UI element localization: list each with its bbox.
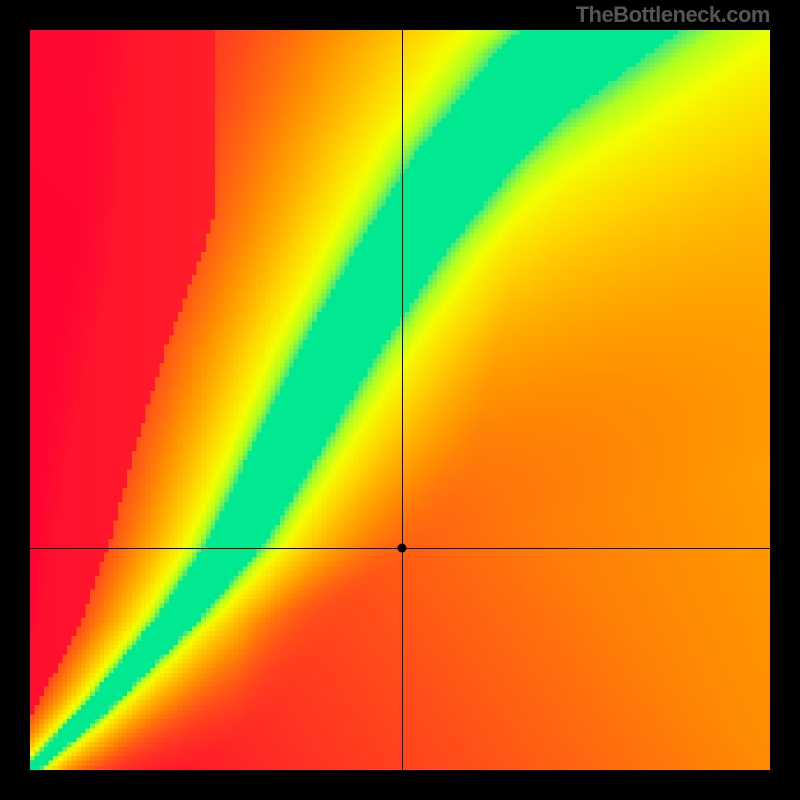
marker-dot <box>398 544 407 553</box>
heatmap-canvas <box>30 30 770 770</box>
plot-area <box>30 30 770 770</box>
chart-container: TheBottleneck.com <box>0 0 800 800</box>
crosshair-vertical <box>402 30 403 770</box>
watermark: TheBottleneck.com <box>576 2 770 28</box>
